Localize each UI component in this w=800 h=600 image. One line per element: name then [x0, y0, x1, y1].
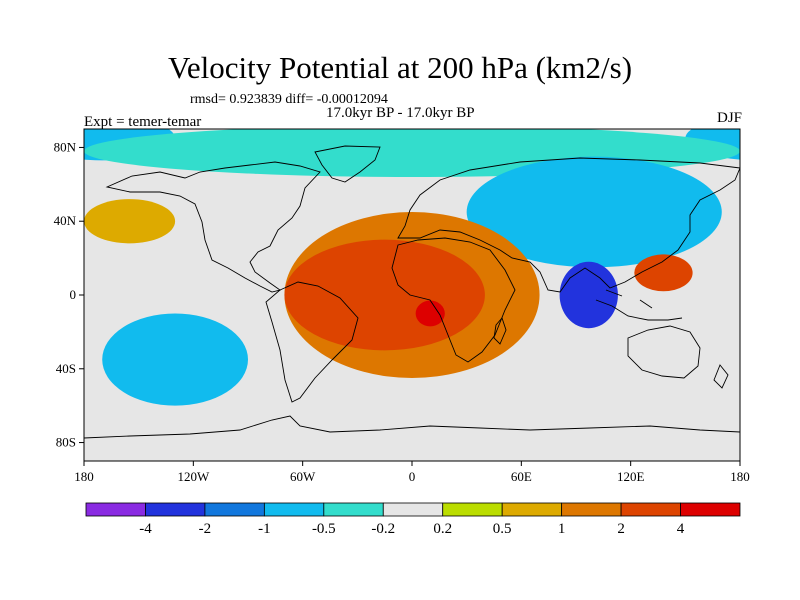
- lat-tick-label: 40S: [56, 361, 76, 376]
- coast-antarctica: [84, 415, 740, 439]
- colorbar-swatch: [620, 502, 681, 517]
- colorbar-swatch: [145, 502, 206, 517]
- field-north-pacific-positive-wrap-east: [740, 199, 800, 243]
- colorbar-swatch: [680, 502, 741, 517]
- coast-europe-asia: [397, 157, 740, 293]
- colorbar-swatch: [561, 502, 622, 517]
- coast-north-america: [105, 161, 321, 293]
- colorbar-swatch: [442, 502, 503, 517]
- coast-australia: [627, 325, 701, 379]
- lat-tick-label: 80N: [54, 139, 77, 154]
- field-north-pacific-positive: [84, 199, 176, 244]
- lon-tick-label: 60W: [290, 469, 316, 484]
- lat-tick-label: 80S: [56, 435, 76, 450]
- coast-south-america: [265, 281, 359, 403]
- field-western-pacific-maximum-wrap-west: [0, 254, 37, 291]
- colorbar-swatch: [85, 502, 146, 517]
- coast-indonesia: [595, 289, 683, 321]
- colorbar-label: 4: [677, 521, 685, 537]
- colorbar-swatch: [501, 502, 563, 517]
- lon-tick-label: 180: [74, 469, 94, 484]
- coast-greenland: [314, 145, 381, 183]
- colorbar: -4 -2 -1 -0.5 -0.2 0.2 0.5 1 2 4: [85, 502, 741, 537]
- season-label: DJF: [716, 110, 742, 126]
- colorbar-label: -0.2: [371, 521, 395, 537]
- lon-tick-label: 180: [730, 469, 750, 484]
- contour-fills: [0, 125, 800, 461]
- colorbar-label: 2: [617, 521, 625, 537]
- colorbar-label: -0.5: [312, 521, 336, 537]
- field-africa-maximum: [415, 300, 445, 327]
- field-atlantic-africa-core: [284, 239, 485, 351]
- colorbar-swatch: [382, 502, 444, 517]
- field-asia-negative: [466, 156, 722, 268]
- lat-tick-label: 40N: [54, 213, 77, 228]
- chart-title: Velocity Potential at 200 hPa (km2/s): [167, 50, 633, 85]
- rmsd-diff-stats: rmsd= 0.923839 diff= -0.00012094: [190, 92, 388, 107]
- colorbar-label: 1: [558, 521, 566, 537]
- lon-tick-label: 60E: [511, 469, 532, 484]
- field-south-pacific-negative: [102, 313, 248, 406]
- lat-tick-label: 0: [70, 287, 77, 302]
- field-arctic-cyan-band-wrap-east: [740, 125, 800, 177]
- colorbar-label: -4: [139, 521, 152, 537]
- lon-tick-label: 0: [409, 469, 416, 484]
- latitude-ticks: 80N 40N 0 40S 80S: [54, 139, 84, 450]
- coast-new-zealand: [713, 364, 729, 389]
- period-label: 17.0kyr BP - 17.0kyr BP: [326, 105, 475, 121]
- colorbar-label: 0.5: [493, 521, 512, 537]
- colorbar-label: -2: [199, 521, 212, 537]
- coast-africa: [391, 237, 516, 363]
- lon-tick-label: 120W: [177, 469, 210, 484]
- field-indian-ocean-minimum: [559, 261, 618, 329]
- colorbar-label: -1: [258, 521, 271, 537]
- field-asia-negative-wrap-west: [0, 157, 66, 268]
- experiment-label: Expt = temer-temar: [84, 114, 202, 130]
- coastlines: [84, 145, 740, 439]
- colorbar-swatch: [204, 502, 265, 517]
- field-south-pacific-negative-wrap-east: [758, 313, 800, 405]
- coast-madagascar: [493, 317, 507, 345]
- colorbar-label: 0.2: [433, 521, 452, 537]
- field-western-pacific-maximum: [634, 254, 693, 292]
- longitude-ticks: 180 120W 60W 0 60E 120E 180: [74, 461, 750, 484]
- lon-tick-label: 120E: [617, 469, 645, 484]
- colorbar-swatch: [323, 502, 384, 517]
- colorbar-swatch: [263, 502, 325, 517]
